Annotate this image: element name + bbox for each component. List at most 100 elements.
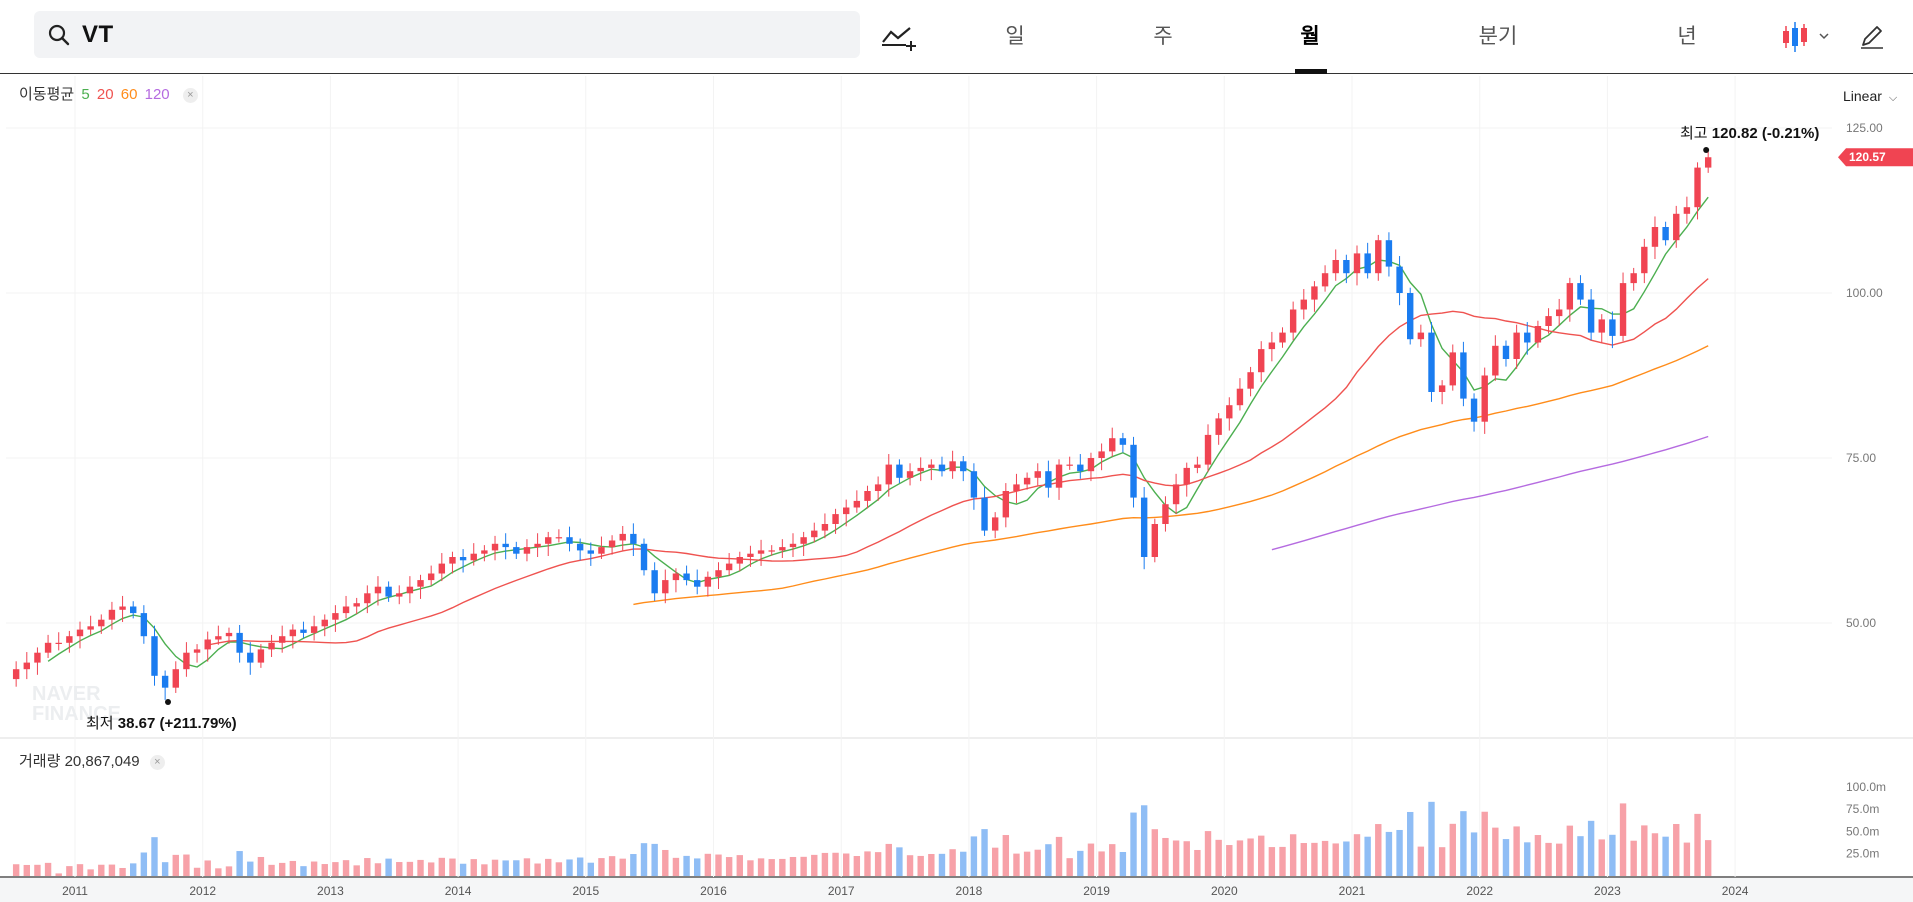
volume-bar: [725, 857, 733, 876]
volume-bar: [917, 855, 924, 876]
candle-body: [321, 619, 328, 627]
volume-bar: [1034, 849, 1041, 876]
close-icon[interactable]: ×: [182, 88, 198, 103]
current-price-label: 120.57: [1849, 150, 1886, 164]
candle-body: [1343, 260, 1350, 274]
ma-60-label: 60: [120, 86, 138, 103]
candlestick-type-icon[interactable]: [1780, 20, 1836, 54]
candle-body: [481, 550, 488, 554]
volume-bar: [1492, 827, 1499, 876]
volume-bar: [1694, 813, 1701, 876]
candle-body: [98, 619, 105, 627]
candle-body: [566, 537, 573, 544]
volume-bar: [651, 843, 658, 876]
volume-bar: [1641, 825, 1648, 876]
volume-bar: [1013, 853, 1020, 876]
candle-body: [438, 563, 446, 574]
candle-body: [874, 484, 882, 491]
candle-body: [364, 593, 371, 604]
volume-bar: [555, 862, 563, 876]
y-tick-label: 50.00: [1846, 616, 1876, 630]
volume-bar: [130, 863, 137, 876]
candle-body: [459, 557, 467, 561]
volume-bar: [832, 852, 839, 876]
candle-body: [1162, 504, 1169, 524]
tab-quarter[interactable]: 분기: [1478, 25, 1518, 48]
candle-body: [534, 543, 541, 548]
candle-body: [268, 642, 275, 650]
scale-mode-value: Linear: [1843, 88, 1882, 104]
volume-bar: [1396, 829, 1403, 876]
candle-body: [598, 547, 605, 554]
candle-body: [1140, 497, 1148, 557]
candle-body: [1492, 345, 1499, 376]
volume-bar: [874, 852, 882, 876]
tab-month[interactable]: 월: [1300, 25, 1320, 48]
candle-body: [981, 497, 988, 531]
candle-body: [76, 629, 84, 637]
ma-5-label: 5: [81, 86, 90, 103]
volume-bar: [364, 858, 371, 876]
volume-bar: [1417, 846, 1425, 876]
volume-bar: [12, 864, 20, 876]
scale-mode-select[interactable]: Linear ⌵: [1843, 88, 1897, 105]
x-tick-label: 2018: [956, 884, 983, 898]
candle-body: [747, 553, 754, 557]
volume-bar: [55, 873, 62, 876]
candle-body: [1651, 227, 1659, 247]
candle-body: [193, 649, 201, 653]
candle-body: [619, 533, 626, 541]
tab-day[interactable]: 일: [1005, 25, 1025, 48]
volume-bar: [172, 854, 179, 876]
volume-bar: [1651, 833, 1659, 876]
volume-legend: 거래량 20,867,049 ×: [19, 750, 165, 771]
candle-body: [768, 550, 775, 552]
volume-bar: [108, 864, 116, 876]
candle-body: [683, 573, 690, 581]
candle-body: [1683, 207, 1691, 214]
volume-bar: [694, 858, 701, 876]
pencil-icon[interactable]: [1858, 22, 1886, 50]
candle-body: [1704, 157, 1712, 168]
volume-bar: [1119, 851, 1127, 876]
search-input[interactable]: VT: [82, 21, 114, 48]
add-indicator-icon[interactable]: [880, 20, 918, 52]
chevron-down-icon: ⌵: [1888, 92, 1898, 104]
tab-week[interactable]: 주: [1153, 25, 1173, 48]
candle-body: [960, 461, 967, 472]
volume-series: [12, 801, 1712, 876]
candle-body: [449, 557, 456, 564]
candle-body: [87, 626, 94, 630]
candle-body: [885, 464, 892, 485]
candle-body: [906, 471, 914, 478]
volume-bar: [821, 852, 829, 876]
volume-bar: [1609, 834, 1616, 876]
candle-body: [640, 543, 648, 571]
volume-bar: [1619, 803, 1627, 876]
volume-bar: [247, 861, 254, 876]
volume-bar: [811, 854, 818, 876]
candle-body: [1449, 352, 1456, 386]
volume-bar: [1258, 835, 1265, 876]
search-box[interactable]: VT: [34, 11, 860, 58]
volume-bar: [1438, 847, 1446, 876]
candle-body: [151, 636, 158, 676]
candle-body: [1694, 167, 1701, 208]
volume-bar: [236, 851, 243, 876]
volume-bar: [1023, 851, 1031, 876]
volume-bar: [1364, 836, 1371, 876]
volume-bar: [1109, 844, 1116, 876]
candle-body: [1428, 332, 1435, 392]
candle-body: [672, 573, 680, 581]
volume-bar: [427, 862, 435, 876]
tab-year[interactable]: 년: [1677, 25, 1697, 48]
candle-body: [970, 471, 978, 498]
volume-bar: [683, 855, 690, 876]
close-icon[interactable]: ×: [149, 755, 165, 770]
candle-body: [811, 530, 818, 538]
candle-body: [864, 491, 871, 501]
candle-body: [236, 632, 243, 653]
time-axis-background: [0, 878, 1913, 902]
volume-bar: [1662, 836, 1669, 876]
